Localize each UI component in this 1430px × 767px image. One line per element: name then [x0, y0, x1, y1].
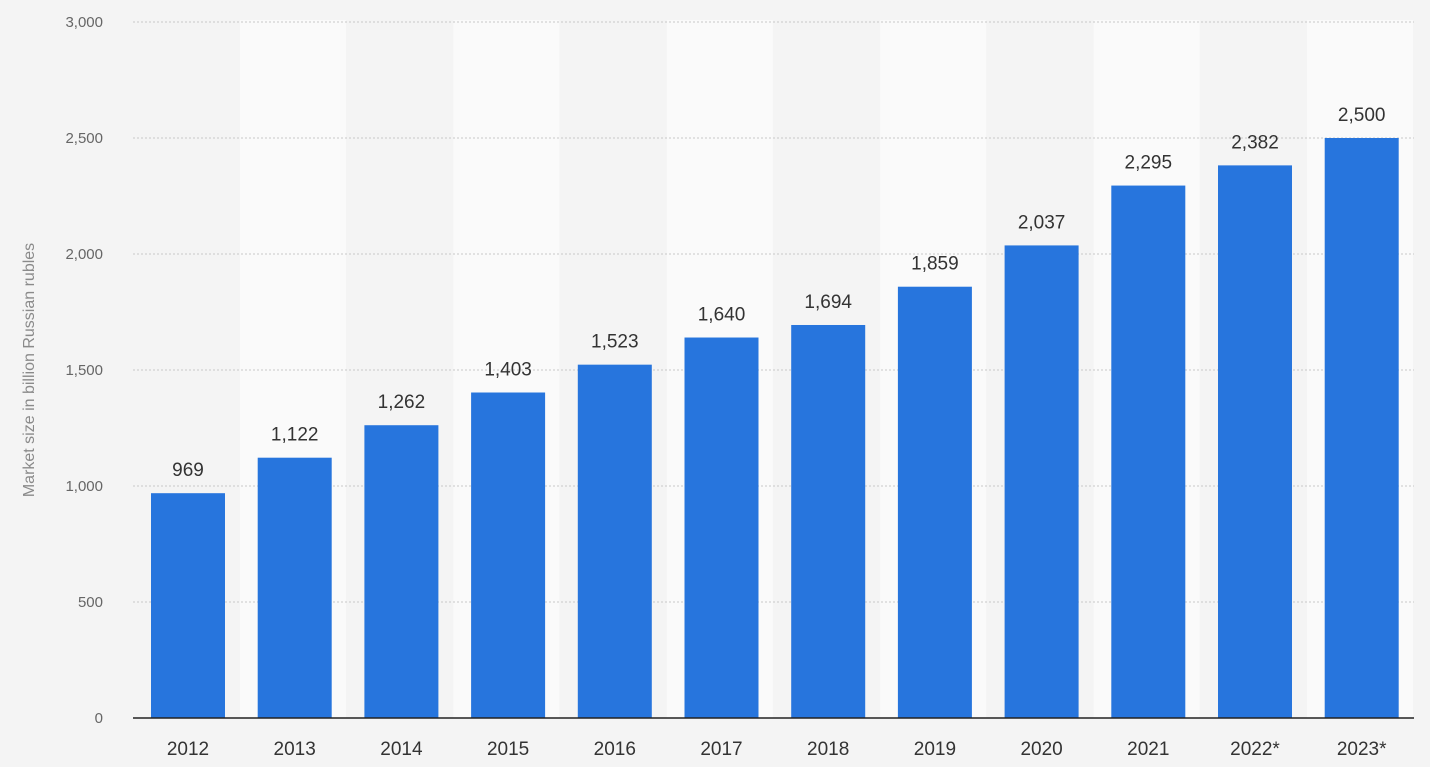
data-label: 2,295 [1125, 153, 1173, 174]
y-axis-ticks: 0 500 1,000 1,500 2,000 2,500 3,000 [65, 14, 103, 727]
data-labels: 969 1,122 1,262 1,403 1,523 1,640 1,694 1,859 2,… [172, 105, 1385, 481]
gridlines [133, 21, 1414, 603]
data-label: 1,122 [271, 425, 319, 446]
data-label: 1,694 [804, 292, 852, 313]
data-label: 1,640 [698, 305, 746, 326]
bars [151, 138, 1399, 719]
x-tick-label: 2021 [1127, 739, 1169, 760]
y-axis-title: Market size in billion Russian rubles [21, 243, 38, 497]
x-tick-label: 2018 [807, 739, 849, 760]
bar-2017[interactable] [684, 337, 759, 718]
data-label: 1,403 [484, 360, 532, 381]
y-tick-label: 2,500 [65, 130, 103, 147]
x-axis-ticks: 2012 2013 2014 2015 2016 2017 2018 2019 2020 2021… [167, 739, 1387, 760]
data-label: 1,262 [378, 392, 426, 413]
data-label: 2,037 [1018, 212, 1066, 233]
bar-2013[interactable] [257, 457, 332, 718]
y-tick-label: 3,000 [65, 14, 103, 31]
y-tick-label: 2,000 [65, 246, 103, 263]
bar-2014[interactable] [364, 425, 439, 718]
data-label: 2,500 [1338, 105, 1386, 126]
x-tick-label: 2023* [1337, 739, 1387, 760]
bar-2015[interactable] [471, 392, 546, 718]
bar-2012[interactable] [151, 493, 225, 718]
data-label: 2,382 [1231, 132, 1279, 153]
x-tick-label: 2020 [1020, 739, 1062, 760]
bar-2022[interactable] [1218, 165, 1292, 719]
data-label: 969 [172, 460, 204, 481]
x-tick-label: 2022* [1230, 739, 1280, 760]
y-tick-label: 0 [95, 710, 103, 727]
data-label: 1,523 [591, 332, 639, 353]
bar-2018[interactable] [791, 324, 866, 718]
x-tick-label: 2015 [487, 739, 529, 760]
bar-2020[interactable] [1004, 245, 1079, 718]
y-tick-label: 500 [78, 594, 103, 611]
data-label: 1,859 [911, 254, 959, 275]
x-tick-label: 2016 [594, 739, 636, 760]
x-tick-label: 2014 [380, 739, 423, 760]
x-tick-label: 2017 [700, 739, 742, 760]
bar-2023[interactable] [1324, 138, 1399, 718]
x-tick-label: 2012 [167, 739, 209, 760]
x-tick-label: 2013 [274, 739, 316, 760]
y-tick-label: 1,000 [65, 478, 103, 495]
bar-2019[interactable] [897, 286, 972, 718]
bar-2016[interactable] [577, 364, 652, 718]
x-tick-label: 2019 [914, 739, 956, 760]
bar-2021[interactable] [1111, 185, 1186, 718]
y-tick-label: 1,500 [65, 362, 103, 379]
